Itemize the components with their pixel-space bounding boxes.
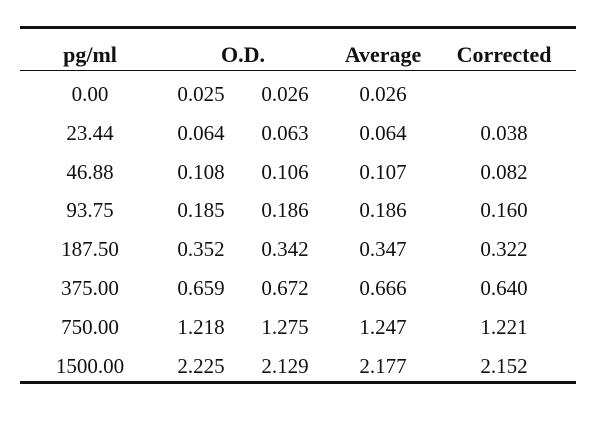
cell-od-2: 1.275 bbox=[261, 314, 309, 339]
cell-pg-ml: 23.44 bbox=[66, 120, 114, 145]
cell-od-1: 0.108 bbox=[177, 159, 225, 184]
cell-corrected: 0.160 bbox=[480, 198, 528, 223]
cell-average: 0.186 bbox=[359, 198, 407, 223]
cell-corrected: 0.640 bbox=[480, 276, 528, 300]
cell-average: 1.247 bbox=[359, 314, 407, 339]
cell-corrected: 2.152 bbox=[480, 353, 528, 378]
cell-pg-ml: 187.50 bbox=[61, 237, 119, 262]
cell-pg-ml: 46.88 bbox=[66, 159, 114, 184]
table-header-rule bbox=[20, 70, 576, 71]
table-bottom-rule bbox=[20, 381, 576, 384]
cell-od-2: 2.129 bbox=[261, 353, 309, 378]
cell-od-2: 0.026 bbox=[261, 82, 309, 106]
cell-average: 0.666 bbox=[359, 276, 407, 300]
cell-od-1: 1.218 bbox=[177, 314, 225, 339]
cell-od-2: 0.342 bbox=[261, 237, 309, 262]
cell-od-2: 0.186 bbox=[261, 198, 309, 223]
cell-corrected: 0.322 bbox=[480, 237, 528, 262]
cell-od-2: 0.106 bbox=[261, 159, 309, 184]
cell-average: 2.177 bbox=[359, 353, 407, 378]
header-od: O.D. bbox=[221, 42, 265, 67]
header-pg-ml: pg/ml bbox=[63, 42, 117, 67]
cell-pg-ml: 93.75 bbox=[66, 198, 114, 223]
cell-pg-ml: 750.00 bbox=[61, 314, 119, 339]
header-corrected: Corrected bbox=[456, 42, 552, 67]
cell-corrected: 0.038 bbox=[480, 120, 528, 145]
cell-od-1: 0.185 bbox=[177, 198, 225, 223]
cell-od-2: 0.063 bbox=[261, 120, 309, 145]
cell-average: 0.064 bbox=[359, 120, 407, 145]
cell-od-1: 0.352 bbox=[177, 237, 225, 262]
cell-pg-ml: 1500.00 bbox=[55, 353, 125, 378]
cell-pg-ml: 375.00 bbox=[61, 276, 119, 300]
cell-corrected: 0.082 bbox=[480, 159, 528, 184]
cell-od-1: 0.025 bbox=[177, 82, 225, 106]
cell-od-2: 0.672 bbox=[261, 276, 309, 300]
cell-average: 0.026 bbox=[359, 82, 407, 106]
cell-average: 0.347 bbox=[359, 237, 407, 262]
table-top-rule bbox=[20, 26, 576, 29]
cell-od-1: 0.659 bbox=[177, 276, 225, 300]
cell-od-1: 0.064 bbox=[177, 120, 225, 145]
cell-od-1: 2.225 bbox=[177, 353, 225, 378]
cell-pg-ml: 0.00 bbox=[71, 82, 109, 106]
header-average: Average bbox=[344, 42, 422, 67]
cell-corrected: 1.221 bbox=[480, 314, 528, 339]
cell-average: 0.107 bbox=[359, 159, 407, 184]
